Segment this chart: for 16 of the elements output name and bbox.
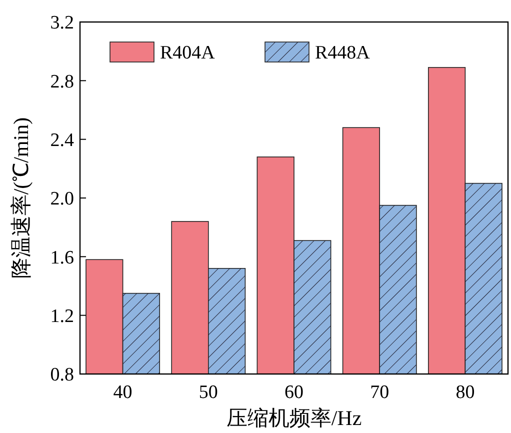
- y-tick-label: 2.4: [50, 130, 74, 151]
- x-tick-label: 80: [456, 382, 475, 403]
- y-tick-label: 1.6: [50, 247, 74, 268]
- x-tick-label: 50: [198, 382, 218, 403]
- y-axis-title: 降温速率/(℃/min): [9, 117, 33, 279]
- x-tick-label: 60: [284, 382, 304, 403]
- y-tick-label: 2.0: [50, 188, 74, 210]
- x-axis-title: 压缩机频率/Hz: [226, 406, 362, 430]
- x-tick-label: 40: [113, 382, 132, 403]
- y-tick-label: 3.2: [50, 12, 74, 34]
- x-tick-label: 70: [370, 382, 390, 403]
- y-tick-label: 1.2: [50, 306, 74, 327]
- legend-label: R448A: [315, 42, 370, 64]
- y-tick-label: 2.8: [50, 71, 74, 92]
- y-tick-label: 0.8: [50, 364, 74, 386]
- legend-label: R404A: [160, 42, 216, 64]
